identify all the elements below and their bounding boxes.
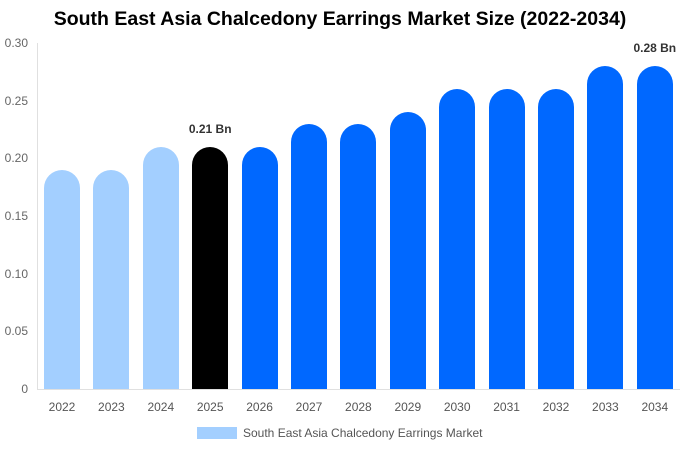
bar-2033[interactable]: [587, 66, 624, 389]
bar-2032[interactable]: [538, 89, 574, 389]
x-tick-label: 2028: [345, 400, 372, 414]
x-tick-label: 2032: [542, 400, 570, 414]
y-tick-label: 0.15: [4, 209, 28, 223]
bar-2031[interactable]: [488, 89, 525, 389]
bar-2023[interactable]: [93, 169, 130, 389]
y-tick-label: 0.05: [4, 324, 28, 339]
y-tick-label: 0: [21, 382, 28, 396]
bar-2034[interactable]: [636, 66, 673, 389]
bar-2026[interactable]: [241, 146, 278, 389]
legend-label: South East Asia Chalcedony Earrings Mark…: [243, 426, 483, 440]
y-tick-label: 0.20: [4, 151, 28, 166]
chart-title: South East Asia Chalcedony Earrings Mark…: [53, 8, 627, 30]
bar-2027[interactable]: [291, 123, 327, 389]
bar-2028[interactable]: [340, 123, 377, 389]
x-tick-label: 2034: [641, 400, 669, 414]
y-tick-label: 0.10: [4, 266, 28, 281]
y-axis-line: [37, 43, 38, 389]
y-tick-label: 0.30: [4, 36, 28, 50]
x-tick-label: 2024: [147, 400, 175, 414]
data-label-2025: 0.21 Bn: [188, 121, 232, 136]
bar-2022[interactable]: [44, 169, 80, 389]
x-axis-line: [37, 389, 680, 390]
x-tick-label: 2027: [295, 400, 323, 414]
x-tick-label: 2023: [98, 400, 125, 414]
x-tick-label: 2033: [592, 400, 619, 414]
x-tick-label: 2030: [443, 400, 471, 414]
x-tick-label: 2031: [493, 400, 520, 414]
bar-2025[interactable]: [192, 146, 229, 389]
x-tick-label: 2025: [196, 400, 224, 414]
y-tick-label: 0.25: [4, 93, 28, 108]
bar-2024[interactable]: [142, 146, 179, 389]
data-label-2034: 0.28 Bn: [633, 41, 677, 56]
bar-2029[interactable]: [389, 112, 426, 389]
bar-2030[interactable]: [439, 89, 476, 389]
chart-legend: South East Asia Chalcedony Earrings Mark…: [197, 426, 482, 440]
x-tick-label: 2022: [48, 400, 76, 414]
legend-swatch: [197, 427, 237, 439]
x-tick-label: 2026: [246, 400, 273, 414]
x-tick-label: 2029: [394, 400, 422, 414]
